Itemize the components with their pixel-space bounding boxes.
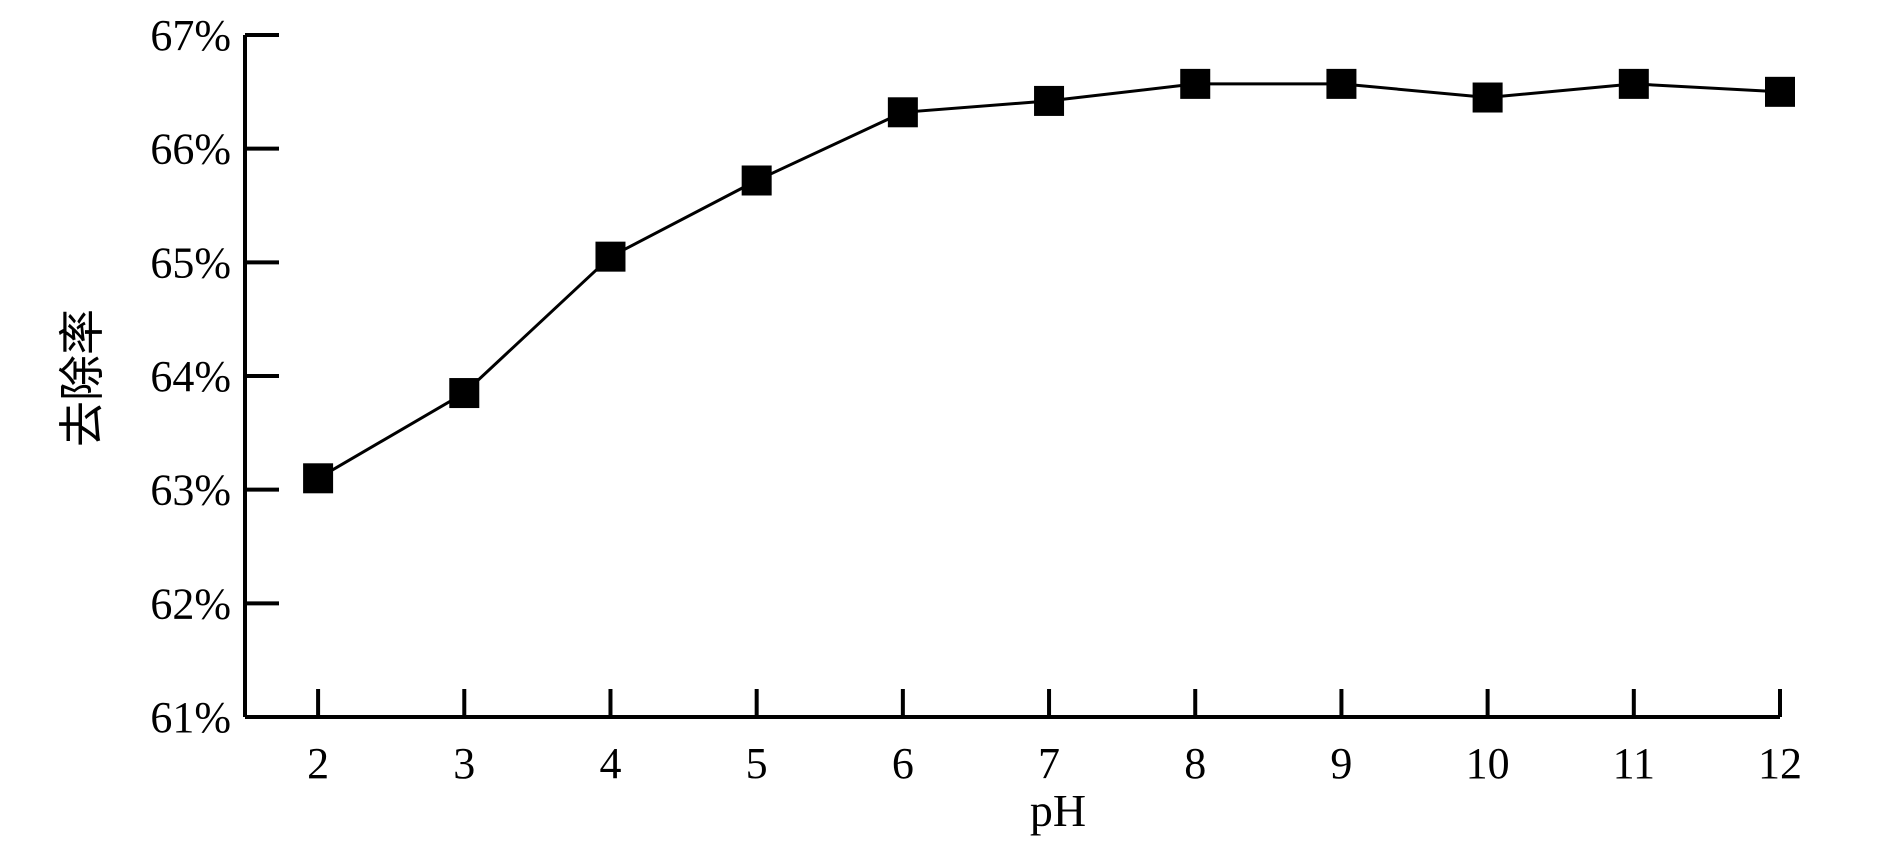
y-tick-label: 61%	[150, 693, 231, 742]
data-point-marker	[887, 97, 918, 128]
x-tick-label: 6	[892, 739, 914, 788]
y-tick-label: 65%	[150, 238, 231, 287]
data-point-marker	[741, 165, 772, 196]
x-tick-label: 8	[1184, 739, 1206, 788]
x-tick-label: 7	[1038, 739, 1060, 788]
x-tick-label: 3	[453, 739, 475, 788]
data-point-marker	[1180, 68, 1211, 99]
data-point-marker	[303, 463, 334, 494]
y-tick-label: 63%	[150, 466, 231, 515]
x-tick-label: 2	[307, 739, 329, 788]
series-0	[303, 68, 1795, 494]
data-point-marker	[1472, 82, 1503, 113]
data-point-marker	[1034, 85, 1065, 116]
x-tick-label: 11	[1613, 739, 1655, 788]
x-axis-title: pH	[1030, 785, 1086, 836]
x-tick-label: 5	[746, 739, 768, 788]
x-tick-label: 4	[599, 739, 621, 788]
x-tick-label: 12	[1758, 739, 1802, 788]
y-tick-label: 64%	[150, 352, 231, 401]
data-point-marker	[1326, 68, 1357, 99]
series-layer	[303, 68, 1795, 494]
y-axis-title: 去除率	[57, 309, 108, 447]
data-point-marker	[595, 241, 626, 272]
x-tick-label: 9	[1330, 739, 1352, 788]
data-point-marker	[1618, 68, 1649, 99]
y-tick-label: 67%	[150, 11, 231, 60]
data-point-marker	[449, 378, 480, 409]
series-line	[317, 82, 1781, 480]
data-point-marker	[1765, 76, 1795, 107]
axes	[243, 35, 1780, 719]
y-tick-label: 62%	[150, 579, 231, 628]
y-axis-ticks: 61% 62% 63% 64% 65% 66% 67%	[150, 11, 279, 742]
x-axis-ticks: 2 3 4 5 6 7 8 9 10 11 12	[307, 689, 1802, 788]
x-tick-label: 10	[1466, 739, 1510, 788]
y-tick-label: 66%	[150, 125, 231, 174]
